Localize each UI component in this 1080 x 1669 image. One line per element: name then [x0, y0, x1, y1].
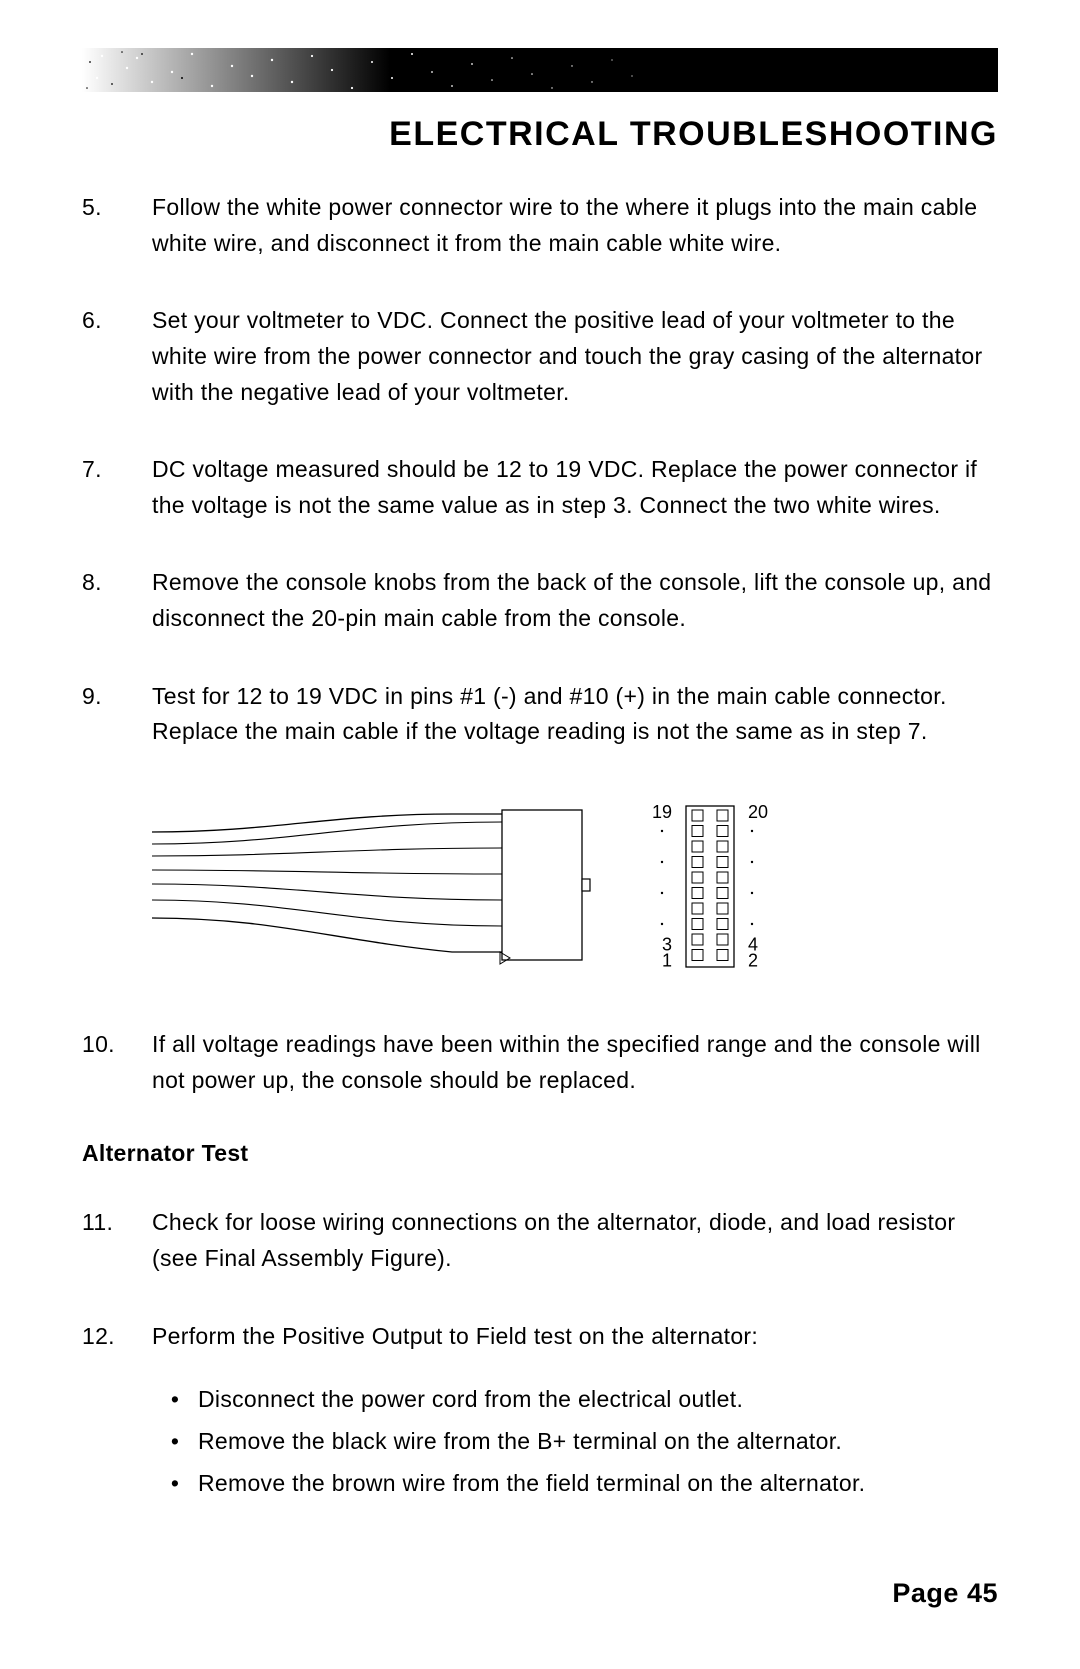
page-footer: Page 45	[892, 1578, 998, 1609]
step-11: 11. Check for loose wiring connections o…	[82, 1205, 998, 1276]
svg-text:19: 19	[652, 802, 672, 822]
bullet-item: •Remove the black wire from the B+ termi…	[152, 1424, 998, 1460]
alternator-test-heading: Alternator Test	[82, 1140, 998, 1167]
step-text: Test for 12 to 19 VDC in pins #1 (-) and…	[152, 679, 998, 750]
step-12-bullets: •Disconnect the power cord from the elec…	[152, 1382, 998, 1501]
step-number: 8.	[82, 565, 152, 636]
svg-text:1: 1	[662, 951, 672, 971]
step-text: Perform the Positive Output to Field tes…	[152, 1323, 758, 1349]
bullet-icon: •	[152, 1382, 198, 1418]
step-number: 5.	[82, 190, 152, 261]
step-12: 12. Perform the Positive Output to Field…	[82, 1319, 998, 1508]
step-8: 8. Remove the console knobs from the bac…	[82, 565, 998, 636]
page-label: Page	[892, 1578, 959, 1608]
step-number: 11.	[82, 1205, 152, 1276]
bullet-item: •Disconnect the power cord from the elec…	[152, 1382, 998, 1418]
svg-text:20: 20	[748, 802, 768, 822]
step-6: 6. Set your voltmeter to VDC. Connect th…	[82, 303, 998, 410]
steps-group-c: 11. Check for loose wiring connections o…	[82, 1205, 998, 1507]
page-number: 45	[967, 1578, 998, 1608]
steps-group-b: 10. If all voltage readings have been wi…	[82, 1027, 998, 1098]
step-text: Check for loose wiring connections on th…	[152, 1205, 998, 1276]
step-5: 5. Follow the white power connector wire…	[82, 190, 998, 261]
step-text: Follow the white power connector wire to…	[152, 190, 998, 261]
step-text: DC voltage measured should be 12 to 19 V…	[152, 452, 998, 523]
step-number: 6.	[82, 303, 152, 410]
step-text: Remove the console knobs from the back o…	[152, 565, 998, 636]
step-text-with-bullets: Perform the Positive Output to Field tes…	[152, 1319, 998, 1508]
step-number: 10.	[82, 1027, 152, 1098]
step-9: 9. Test for 12 to 19 VDC in pins #1 (-) …	[82, 679, 998, 750]
step-number: 7.	[82, 452, 152, 523]
step-number: 12.	[82, 1319, 152, 1508]
bullet-text: Remove the brown wire from the field ter…	[198, 1466, 865, 1502]
step-text: Set your voltmeter to VDC. Connect the p…	[152, 303, 998, 410]
step-10: 10. If all voltage readings have been wi…	[82, 1027, 998, 1098]
bullet-icon: •	[152, 1466, 198, 1502]
page-title: ELECTRICAL TROUBLESHOOTING	[82, 115, 998, 154]
bullet-text: Disconnect the power cord from the elect…	[198, 1382, 743, 1418]
step-number: 9.	[82, 679, 152, 750]
connector-diagram: 19203142	[152, 792, 998, 987]
header-gradient-band	[82, 48, 998, 92]
bullet-item: •Remove the brown wire from the field te…	[152, 1466, 998, 1502]
svg-text:2: 2	[748, 951, 758, 971]
bullet-text: Remove the black wire from the B+ termin…	[198, 1424, 842, 1460]
steps-group-a: 5. Follow the white power connector wire…	[82, 190, 998, 750]
bullet-icon: •	[152, 1424, 198, 1460]
page-root: ELECTRICAL TROUBLESHOOTING 5. Follow the…	[0, 0, 1080, 1669]
step-text: If all voltage readings have been within…	[152, 1027, 998, 1098]
step-7: 7. DC voltage measured should be 12 to 1…	[82, 452, 998, 523]
